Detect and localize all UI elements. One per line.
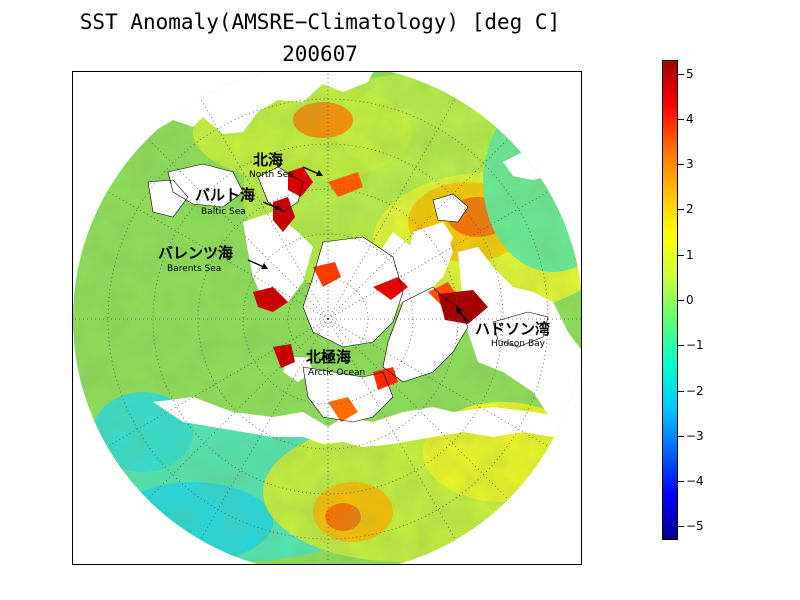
colorbar-tick-label: −5 [686, 519, 704, 534]
annotation-north-sea-en: North Sea [249, 170, 294, 180]
annotation-arctic-ocean-en: Arctic Ocean [308, 368, 365, 378]
annotation-barents-sea-jp: バレンツ海 [158, 244, 233, 262]
map-subtitle: 200607 [282, 42, 358, 66]
colorbar-tick [678, 209, 684, 211]
colorbar-tick-label: 4 [686, 111, 694, 126]
colorbar-tick-label: 5 [686, 66, 694, 81]
colorbar [662, 60, 678, 540]
colorbar-tick [678, 481, 684, 483]
colorbar-tick-label: 2 [686, 202, 694, 217]
colorbar-tick-label: −1 [686, 338, 704, 353]
colorbar-tick [678, 254, 684, 256]
map-title: SST Anomaly(AMSRE−Climatology) [deg C] [79, 10, 561, 34]
colorbar-tick-label: 3 [686, 157, 694, 172]
colorbar-tick [678, 118, 684, 120]
colorbar-tick-label: −4 [686, 474, 704, 489]
colorbar-tick [678, 390, 684, 392]
annotation-baltic-sea-en: Baltic Sea [201, 207, 246, 217]
colorbar-tick [678, 526, 684, 528]
ocean-disc [73, 72, 581, 564]
colorbar-tick [678, 300, 684, 301]
annotation-hudson-bay-jp: ハドソン湾 [475, 320, 550, 338]
colorbar-tick-label: 0 [686, 293, 694, 307]
annotation-barents-sea-en: Barents Sea [167, 264, 221, 274]
annotation-hudson-bay-en: Hudson Bay [491, 339, 546, 349]
colorbar-tick [678, 345, 684, 347]
colorbar-tick [678, 164, 684, 166]
annotation-north-sea-jp: 北海 [253, 151, 283, 169]
annotation-baltic-sea-jp: バルト海 [195, 186, 255, 204]
annotation-arctic-ocean-jp: 北極海 [306, 348, 351, 366]
map-frame: 北海 North Sea バルト海 Baltic Sea バレンツ海 Baren… [72, 71, 582, 565]
colorbar-tick [678, 73, 684, 75]
colorbar-tick-label: −2 [686, 383, 704, 398]
colorbar-tick-label: 1 [686, 247, 694, 262]
colorbar-tick [678, 435, 684, 437]
polar-sst-map: 北海 North Sea バルト海 Baltic Sea バレンツ海 Baren… [73, 72, 581, 564]
colorbar-tick-label: −3 [686, 428, 704, 443]
annotation-arrowheads [261, 170, 463, 314]
